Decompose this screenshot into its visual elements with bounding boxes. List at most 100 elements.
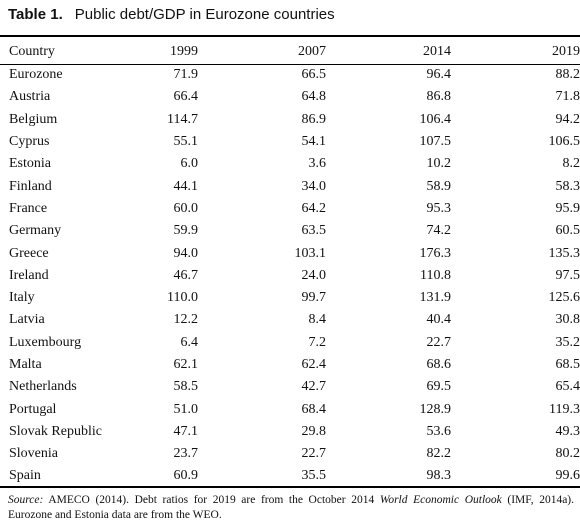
debt-table: Country 1999 2007 2014 2019 Eurozone 71.9… — [0, 40, 580, 488]
cell-2007: 64.8 — [301, 89, 327, 105]
cell-1999: 60.9 — [173, 468, 199, 484]
source-publication: World Economic Outlook — [379, 494, 502, 506]
header-1999: 1999 — [170, 44, 198, 59]
cell-2014: 106.4 — [419, 111, 452, 127]
cell-country: Germany — [9, 223, 62, 239]
table-row: Germany 59.9 63.5 74.2 60.5 — [0, 220, 580, 242]
cell-country: Belgium — [9, 111, 58, 127]
cell-2007: 34.0 — [301, 178, 327, 194]
cell-2019: 58.3 — [555, 178, 580, 194]
cell-2007: 86.9 — [301, 111, 327, 127]
cell-2007: 42.7 — [301, 379, 327, 395]
table-row: Eurozone 71.9 66.5 96.4 88.2 — [0, 64, 580, 86]
top-rule — [0, 35, 580, 37]
table-row: Netherlands 58.5 42.7 69.5 65.4 — [0, 376, 580, 398]
table-body: Eurozone 71.9 66.5 96.4 88.2 Austria 66.4 64.8 8… — [0, 64, 580, 488]
cell-2019: 35.2 — [555, 334, 580, 350]
cell-2019: 71.8 — [555, 89, 580, 105]
cell-1999: 55.1 — [173, 134, 199, 150]
table-row: Malta 62.1 62.4 68.6 68.5 — [0, 354, 580, 376]
cell-2019: 65.4 — [555, 379, 580, 395]
cell-2007: 63.5 — [301, 223, 327, 239]
cell-country: Ireland — [9, 267, 49, 283]
cell-2014: 74.2 — [426, 223, 452, 239]
table-title: Public debt/GDP in Eurozone countries — [74, 6, 335, 23]
cell-2019: 80.2 — [555, 446, 580, 462]
cell-1999: 71.9 — [173, 67, 199, 83]
cell-country: Malta — [9, 357, 42, 372]
cell-2007: 8.4 — [308, 312, 327, 328]
table-row: Ireland 46.7 24.0 110.8 97.5 — [0, 265, 580, 287]
cell-1999: 12.2 — [173, 312, 199, 328]
cell-2007: 66.5 — [301, 67, 327, 83]
cell-1999: 23.7 — [173, 446, 199, 462]
cell-2014: 128.9 — [419, 401, 452, 417]
cell-2007: 29.8 — [301, 423, 327, 439]
cell-2014: 98.3 — [426, 468, 452, 484]
cell-2019: 135.3 — [548, 245, 580, 261]
header-2014: 2014 — [423, 44, 451, 59]
cell-1999: 60.0 — [173, 200, 199, 216]
source-label: Source: — [8, 494, 44, 506]
cell-2019: 88.2 — [555, 67, 580, 83]
table-row: Italy 110.0 99.7 131.9 125.6 — [0, 287, 580, 309]
table-row: Belgium 114.7 86.9 106.4 94.2 — [0, 109, 580, 131]
source-text-before: AMECO (2014). Debt ratios for 2019 are f… — [48, 494, 375, 506]
cell-1999: 47.1 — [173, 423, 199, 439]
header-2007: 2007 — [298, 44, 326, 59]
cell-2019: 97.5 — [555, 267, 580, 283]
table-row: Spain 60.9 35.5 98.3 99.6 — [0, 465, 580, 487]
cell-2007: 7.2 — [308, 334, 327, 350]
table-row: Estonia 6.0 3.6 10.2 8.2 — [0, 153, 580, 175]
table-label: Table 1. — [8, 6, 63, 23]
table-row: Latvia 12.2 8.4 40.4 30.8 — [0, 309, 580, 331]
table-row: Austria 66.4 64.8 86.8 71.8 — [0, 86, 580, 108]
cell-1999: 94.0 — [173, 245, 199, 261]
cell-2019: 30.8 — [555, 312, 580, 328]
cell-2007: 68.4 — [301, 401, 327, 417]
source-text-after: (IMF, 2014a). Eurozone and Estonia data … — [8, 494, 575, 521]
source-note: Source: AMECO (2014). Debt ratios for 20… — [8, 493, 574, 523]
cell-2019: 49.3 — [555, 423, 580, 439]
cell-2019: 8.2 — [562, 156, 580, 172]
cell-country: Netherlands — [9, 379, 77, 395]
cell-2014: 82.2 — [426, 446, 452, 462]
cell-1999: 62.1 — [173, 357, 199, 372]
cell-2014: 22.7 — [426, 334, 452, 350]
header-rule — [0, 64, 580, 65]
cell-2014: 131.9 — [419, 290, 452, 306]
cell-2014: 53.6 — [426, 423, 452, 439]
cell-2019: 125.6 — [548, 290, 580, 306]
cell-2007: 99.7 — [301, 290, 327, 306]
cell-country: Cyprus — [9, 134, 50, 150]
cell-2014: 10.2 — [426, 156, 452, 172]
table-row: Slovenia 23.7 22.7 82.2 80.2 — [0, 443, 580, 465]
cell-2014: 58.9 — [426, 178, 452, 194]
cell-2019: 119.3 — [549, 401, 580, 417]
cell-2014: 110.8 — [420, 267, 451, 283]
cell-country: Italy — [9, 290, 35, 306]
cell-1999: 51.0 — [173, 401, 199, 417]
cell-2019: 94.2 — [555, 111, 580, 127]
cell-2007: 64.2 — [301, 200, 327, 216]
cell-country: France — [9, 200, 48, 216]
cell-country: Slovenia — [9, 446, 58, 462]
cell-2007: 35.5 — [301, 468, 327, 484]
cell-2014: 68.6 — [426, 357, 452, 372]
header-2019: 2019 — [552, 44, 580, 59]
cell-2019: 95.9 — [555, 200, 580, 216]
cell-1999: 58.5 — [173, 379, 199, 395]
cell-2007: 24.0 — [301, 267, 327, 283]
cell-1999: 46.7 — [173, 267, 199, 283]
cell-country: Estonia — [9, 156, 51, 172]
cell-2019: 106.5 — [548, 134, 580, 150]
cell-2014: 107.5 — [419, 134, 452, 150]
cell-2019: 60.5 — [555, 223, 580, 239]
cell-country: Luxembourg — [9, 334, 82, 350]
bottom-rule — [0, 486, 580, 488]
cell-country: Spain — [9, 468, 41, 484]
cell-country: Austria — [9, 89, 51, 105]
table-caption: Table 1. Public debt/GDP in Eurozone coun… — [8, 6, 335, 23]
table-row: Finland 44.1 34.0 58.9 58.3 — [0, 175, 580, 197]
table-row: Greece 94.0 103.1 176.3 135.3 — [0, 242, 580, 264]
